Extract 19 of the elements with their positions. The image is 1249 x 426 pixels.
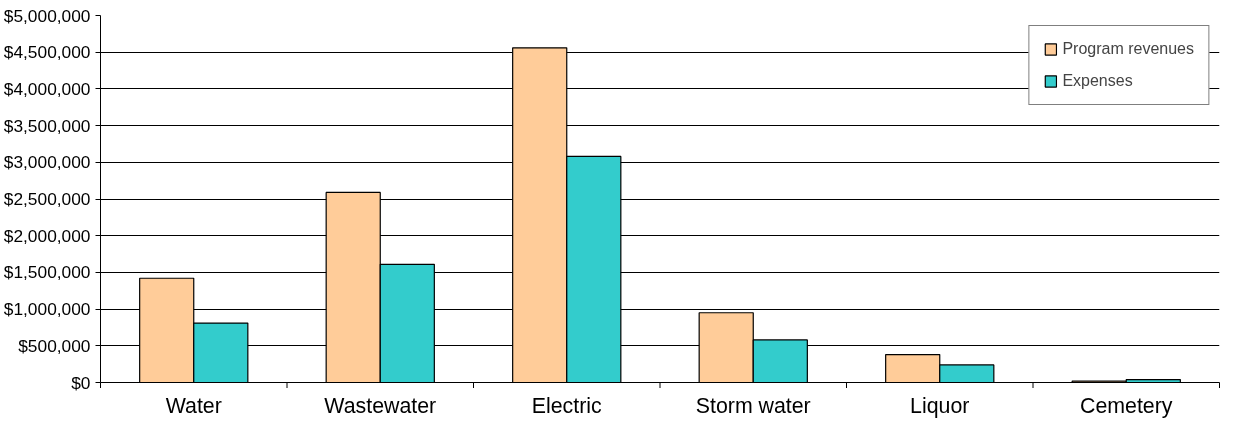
legend-label: Program revenues [1062, 40, 1194, 58]
y-tick-label: $1,500,000 [3, 262, 91, 283]
y-tick-label: $2,000,000 [3, 225, 91, 246]
x-tick-label: Water [165, 393, 222, 418]
x-tick-label: Liquor [910, 393, 970, 418]
y-tick-label: $3,500,000 [3, 115, 91, 136]
y-tick-label: $2,500,000 [3, 189, 91, 209]
x-tick-label: Storm water [695, 393, 811, 418]
y-tick-label: $4,500,000 [3, 42, 91, 63]
x-tick-label: Wastewater [324, 393, 437, 418]
x-tick-label: Cemetery [1080, 393, 1173, 418]
x-tick-label: Electric [531, 393, 603, 418]
y-tick-label: $5,000,000 [3, 5, 91, 26]
y-tick-label: $0 [71, 372, 91, 393]
y-tick-label: $500,000 [18, 335, 91, 356]
y-tick-label: $1,000,000 [3, 299, 91, 320]
y-tick-label: $4,000,000 [3, 78, 91, 99]
y-tick-label: $3,000,000 [3, 152, 91, 173]
legend-label: Expenses [1062, 72, 1133, 90]
